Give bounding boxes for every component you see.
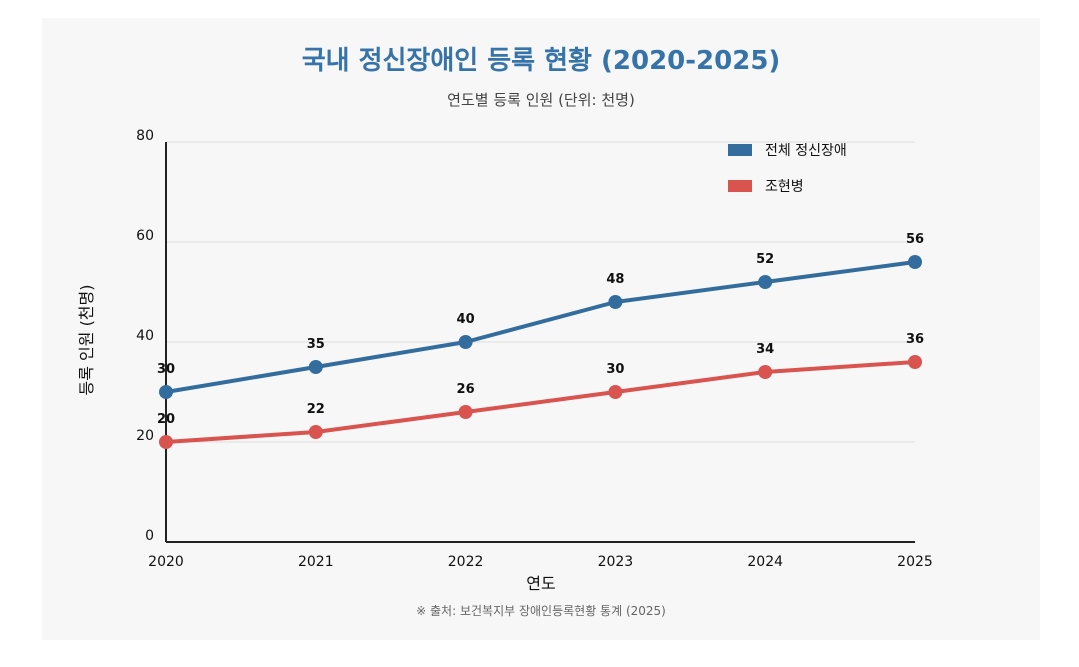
data-label: 40: [457, 312, 475, 327]
data-point: [758, 275, 773, 289]
data-labels: 30 35 40 48 52 56 20 22 26 30 34 36: [157, 232, 924, 427]
data-point: [458, 405, 473, 419]
series-line-2: [164, 360, 917, 444]
data-point: [908, 255, 922, 269]
data-point: [159, 385, 173, 399]
grid-lines: [166, 141, 915, 443]
data-point: [308, 360, 323, 374]
data-label: 26: [457, 382, 475, 397]
data-label: 48: [606, 272, 624, 287]
data-point: [758, 365, 773, 379]
data-point: [608, 295, 623, 309]
legend-swatch: [728, 144, 752, 156]
data-point: [908, 355, 922, 369]
data-label: 22: [307, 402, 325, 417]
data-label: 36: [906, 332, 924, 347]
legend-label: 전체 정신장애: [765, 143, 847, 159]
x-tick-label: 2023: [598, 554, 634, 570]
y-tick-label: 80: [136, 128, 154, 144]
legend-label: 조현병: [765, 179, 804, 195]
chart-title: 국내 정신장애인 등록 현황 (2020-2025): [301, 46, 781, 76]
data-point: [159, 435, 173, 449]
y-tick-label: 40: [136, 328, 154, 344]
data-label: 30: [606, 362, 624, 377]
y-tick-label: 0: [145, 528, 154, 544]
data-point: [608, 385, 623, 399]
y-axis-label: 등록 인원 (천명): [77, 285, 96, 396]
legend-swatch: [728, 180, 752, 192]
data-label: 34: [756, 342, 774, 357]
x-tick-label: 2024: [747, 554, 783, 570]
data-label: 30: [157, 362, 175, 377]
x-tick-label: 2020: [148, 554, 184, 570]
data-label: 35: [307, 337, 325, 352]
data-point: [308, 425, 323, 439]
y-tick-label: 60: [136, 228, 154, 244]
data-label: 56: [906, 232, 924, 247]
chart-subtitle: 연도별 등록 인원 (단위: 천명): [447, 91, 635, 109]
series-line-1: [164, 260, 917, 394]
series-layer: [159, 255, 922, 449]
data-label: 20: [157, 412, 175, 427]
x-tick-label: 2021: [298, 554, 334, 570]
y-tick-label: 20: [136, 428, 154, 444]
x-tick-label: 2025: [897, 554, 933, 570]
x-axis-label: 연도: [526, 574, 555, 593]
data-point: [458, 335, 473, 349]
chart-card: 국내 정신장애인 등록 현황 (2020-2025) 연도별 등록 인원 (단위…: [42, 18, 1040, 640]
chart-source-note: ※ 출처: 보건복지부 장애인등록현황 통계 (2025): [416, 604, 666, 618]
x-tick-label: 2022: [448, 554, 484, 570]
data-label: 52: [756, 252, 774, 267]
